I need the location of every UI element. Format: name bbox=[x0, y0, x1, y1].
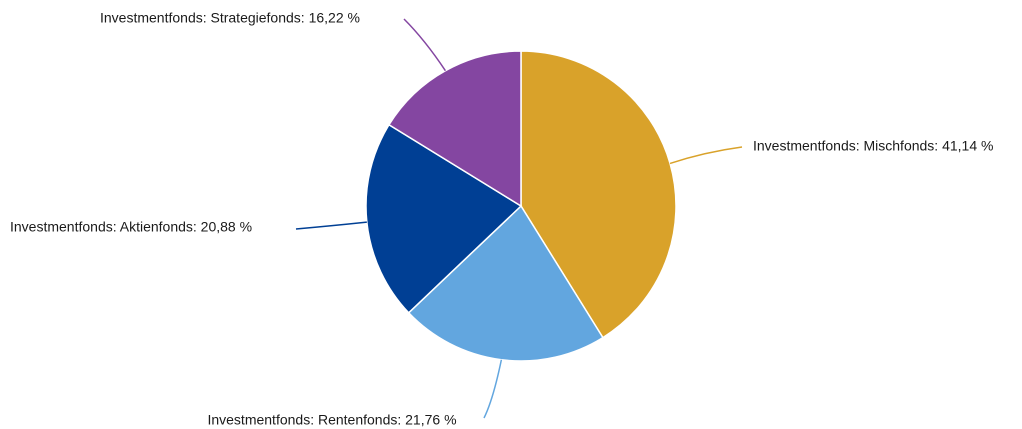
slice-label: Investmentfonds: Strategiefonds: 16,22 % bbox=[100, 10, 360, 26]
slice-label: Investmentfonds: Aktienfonds: 20,88 % bbox=[10, 219, 252, 235]
leader-line bbox=[483, 359, 503, 419]
pie-slice bbox=[520, 50, 677, 339]
pie-slice bbox=[407, 204, 604, 362]
pie-slice bbox=[387, 50, 522, 208]
leader-line bbox=[403, 18, 447, 72]
slice-label: Investmentfonds: Mischfonds: 41,14 % bbox=[753, 138, 993, 154]
leader-line bbox=[295, 221, 367, 230]
slice-label: Investmentfonds: Rentenfonds: 21,76 % bbox=[207, 412, 456, 428]
leader-line bbox=[669, 146, 743, 165]
pie-slice bbox=[365, 123, 523, 314]
